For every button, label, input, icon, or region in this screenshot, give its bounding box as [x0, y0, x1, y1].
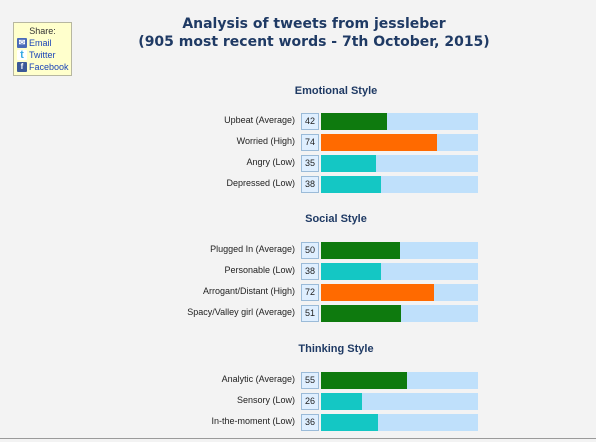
- trait-bar-fill: [321, 134, 437, 151]
- trait-score: 38: [301, 263, 319, 280]
- trait-bar-fill: [321, 176, 381, 193]
- trait-row: Analytic (Average) 55: [0, 372, 596, 389]
- share-twitter-label: Twitter: [29, 50, 56, 60]
- page-title-line2: (905 most recent words - 7th October, 20…: [138, 34, 490, 50]
- trait-bar-fill: [321, 393, 362, 410]
- trait-bar-track: [321, 242, 478, 259]
- trait-row: Arrogant/Distant (High) 72: [0, 284, 596, 301]
- trait-bar-fill: [321, 372, 407, 389]
- trait-score: 72: [301, 284, 319, 301]
- trait-bar-fill: [321, 113, 387, 130]
- trait-bar-track: [321, 134, 478, 151]
- trait-label: Angry (Low): [246, 157, 295, 167]
- trait-label: Analytic (Average): [221, 374, 295, 384]
- trait-bar-fill: [321, 155, 376, 172]
- trait-row: Personable (Low) 38: [0, 263, 596, 280]
- share-twitter-link[interactable]: t Twitter: [14, 49, 71, 61]
- trait-bar-fill: [321, 414, 378, 431]
- trait-score: 38: [301, 176, 319, 193]
- trait-score: 50: [301, 242, 319, 259]
- trait-row: Spacy/Valley girl (Average) 51: [0, 305, 596, 322]
- trait-bar-fill: [321, 284, 434, 301]
- trait-score: 35: [301, 155, 319, 172]
- trait-row: Depressed (Low) 38: [0, 176, 596, 193]
- trait-label: Sensory (Low): [236, 395, 295, 405]
- trait-bar-track: [321, 372, 478, 389]
- trait-row: Angry (Low) 35: [0, 155, 596, 172]
- trait-bar-track: [321, 393, 478, 410]
- trait-score: 36: [301, 414, 319, 431]
- trait-row: Upbeat (Average) 42: [0, 113, 596, 130]
- trait-label: Depressed (Low): [226, 178, 295, 188]
- trait-bar-track: [321, 155, 478, 172]
- share-facebook-label: Facebook: [29, 62, 69, 72]
- facebook-icon: f: [17, 62, 27, 72]
- share-box: Share: ✉ Email t Twitter f Facebook: [13, 22, 72, 76]
- trait-bar-track: [321, 284, 478, 301]
- trait-score: 26: [301, 393, 319, 410]
- trait-label: In-the-moment (Low): [211, 416, 295, 426]
- email-icon: ✉: [17, 38, 27, 48]
- section-title: Emotional Style: [294, 85, 378, 97]
- trait-row: Plugged In (Average) 50: [0, 242, 596, 259]
- trait-bar-track: [321, 414, 478, 431]
- trait-label: Worried (High): [236, 136, 295, 146]
- trait-bar-fill: [321, 305, 401, 322]
- trait-bar-track: [321, 113, 478, 130]
- trait-row: Sensory (Low) 26: [0, 393, 596, 410]
- trait-label: Arrogant/Distant (High): [202, 286, 295, 296]
- trait-score: 42: [301, 113, 319, 130]
- share-email-link[interactable]: ✉ Email: [14, 37, 71, 49]
- trait-label: Spacy/Valley girl (Average): [187, 307, 295, 317]
- trait-score: 51: [301, 305, 319, 322]
- page-title: Analysis of tweets from jessleber (905 m…: [130, 15, 498, 51]
- trait-score: 74: [301, 134, 319, 151]
- footer-divider: [0, 438, 596, 439]
- share-facebook-link[interactable]: f Facebook: [14, 61, 71, 73]
- trait-bar-fill: [321, 263, 381, 280]
- share-title: Share:: [29, 26, 56, 36]
- trait-bar-track: [321, 176, 478, 193]
- section-title: Thinking Style: [298, 343, 374, 355]
- page-title-line1: Analysis of tweets from jessleber: [182, 16, 446, 32]
- trait-row: Worried (High) 74: [0, 134, 596, 151]
- twitter-icon: t: [17, 50, 27, 61]
- share-email-label: Email: [29, 38, 52, 48]
- trait-label: Upbeat (Average): [224, 115, 295, 125]
- trait-bar-track: [321, 263, 478, 280]
- trait-row: In-the-moment (Low) 36: [0, 414, 596, 431]
- trait-score: 55: [301, 372, 319, 389]
- section-title: Social Style: [305, 213, 367, 225]
- trait-label: Plugged In (Average): [210, 244, 295, 254]
- trait-label: Personable (Low): [224, 265, 295, 275]
- trait-bar-track: [321, 305, 478, 322]
- trait-bar-fill: [321, 242, 400, 259]
